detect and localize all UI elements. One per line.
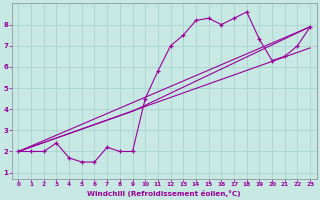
X-axis label: Windchill (Refroidissement éolien,°C): Windchill (Refroidissement éolien,°C) <box>87 190 241 197</box>
